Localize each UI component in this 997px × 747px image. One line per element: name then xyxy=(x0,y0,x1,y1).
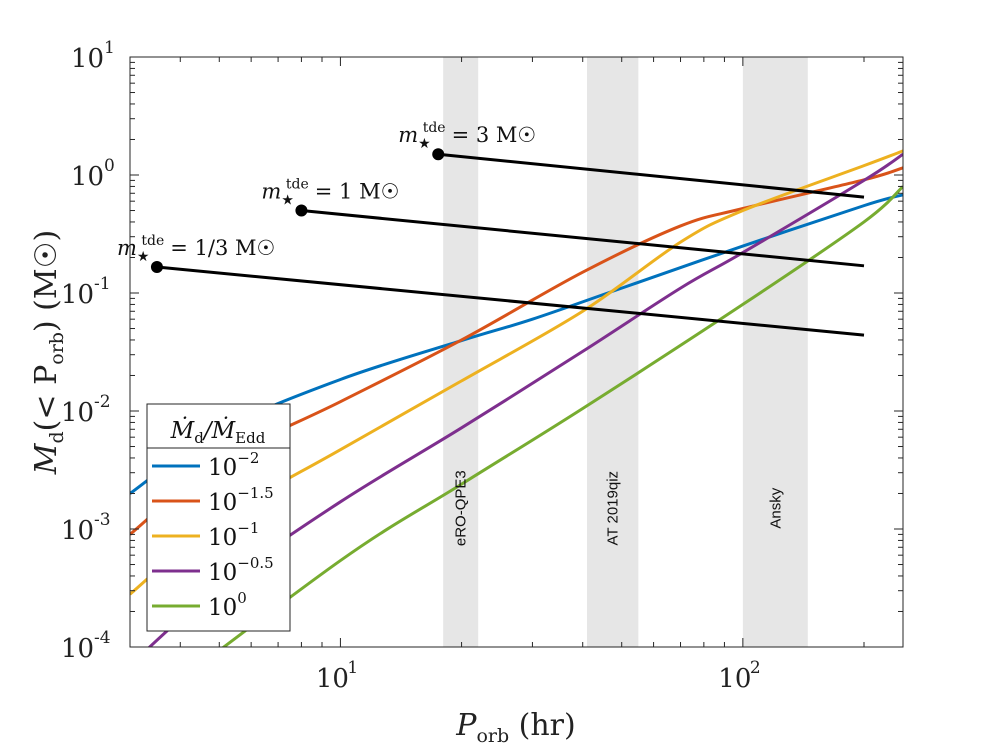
legend-label-1: 10−1.5 xyxy=(208,484,274,516)
series-line-4 xyxy=(221,185,903,647)
mass-line-0 xyxy=(438,152,865,199)
mass-line-label-0: m★tde = 3 M☉ xyxy=(398,120,536,152)
x-tick-label-exp: 1 xyxy=(347,658,358,678)
legend-label-2: 10−1 xyxy=(208,519,259,551)
y-tick-label-exp: -1 xyxy=(94,274,111,294)
y-axis-label: Md(< Porb) (M☉) xyxy=(29,230,68,475)
y-tick-label: 10 xyxy=(61,634,94,664)
mass-line-dot-2 xyxy=(150,261,163,274)
legend-label-0: 10−2 xyxy=(208,449,259,481)
legend-label-3: 10−0.5 xyxy=(208,554,274,586)
band-label: Ansky xyxy=(767,487,784,528)
mass-line-label-1: m★tde = 1 M☉ xyxy=(261,177,399,209)
y-tick-label-exp: -2 xyxy=(94,392,111,412)
band-2 xyxy=(742,57,808,647)
x-tick-label: 10 xyxy=(316,664,349,694)
mass-line-dot-0 xyxy=(432,148,445,161)
band-label: eRO-QPE3 xyxy=(453,470,470,546)
mass-line-dot-1 xyxy=(295,204,308,217)
mass-line-2 xyxy=(156,265,865,337)
x-tick-label: 10 xyxy=(718,664,751,694)
x-axis-label: Porb (hr) xyxy=(455,708,575,747)
y-tick-label-exp: 1 xyxy=(104,38,115,58)
y-tick-label-exp: -3 xyxy=(94,510,111,530)
legend-box xyxy=(146,403,291,632)
y-tick-label: 10 xyxy=(61,516,94,546)
plot-frame xyxy=(129,56,904,648)
mass-line-1 xyxy=(301,209,865,268)
y-tick-label: 10 xyxy=(61,280,94,310)
legend-label-4: 100 xyxy=(208,589,247,621)
y-tick-label: 10 xyxy=(61,398,94,428)
band-1 xyxy=(587,57,639,647)
y-tick-label: 10 xyxy=(71,44,104,74)
y-tick-label: 10 xyxy=(71,162,104,192)
legend-title: Ṁd/ṀEdd xyxy=(170,417,266,447)
x-tick-label-exp: 2 xyxy=(750,658,761,678)
y-tick-label-exp: -4 xyxy=(94,628,111,648)
mass-line-label-2: m★tde = 1/3 M☉ xyxy=(117,233,275,265)
y-tick-label-exp: 0 xyxy=(104,156,115,176)
band-label: AT 2019qiz xyxy=(605,471,622,545)
